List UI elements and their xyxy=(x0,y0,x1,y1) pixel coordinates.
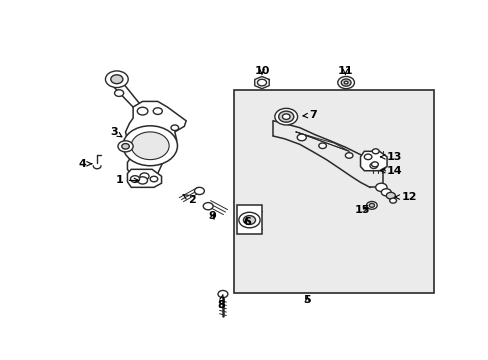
Polygon shape xyxy=(125,102,186,180)
Circle shape xyxy=(218,291,227,298)
Text: 4: 4 xyxy=(78,159,91,169)
Circle shape xyxy=(369,163,377,168)
Polygon shape xyxy=(360,151,386,171)
Bar xyxy=(233,90,433,293)
Circle shape xyxy=(150,176,158,182)
Text: 8: 8 xyxy=(217,294,224,310)
Circle shape xyxy=(386,192,395,199)
Circle shape xyxy=(122,144,129,149)
Circle shape xyxy=(274,108,297,125)
Circle shape xyxy=(318,143,326,149)
Circle shape xyxy=(153,108,162,114)
Text: 13: 13 xyxy=(380,152,402,162)
Circle shape xyxy=(389,198,396,203)
Circle shape xyxy=(371,149,378,154)
Circle shape xyxy=(137,107,147,115)
Circle shape xyxy=(375,183,386,192)
Circle shape xyxy=(122,126,177,166)
Circle shape xyxy=(371,162,378,167)
Circle shape xyxy=(344,81,347,84)
Circle shape xyxy=(278,111,293,122)
Circle shape xyxy=(171,125,178,131)
Circle shape xyxy=(140,173,149,180)
Text: 14: 14 xyxy=(380,166,402,176)
Circle shape xyxy=(238,212,260,228)
Circle shape xyxy=(105,71,128,87)
Text: 5: 5 xyxy=(303,294,311,305)
Circle shape xyxy=(381,189,390,196)
Text: 11: 11 xyxy=(337,66,352,76)
Text: 3: 3 xyxy=(110,127,122,137)
Circle shape xyxy=(131,132,169,159)
Text: 2: 2 xyxy=(183,194,195,205)
Polygon shape xyxy=(127,169,161,187)
Circle shape xyxy=(282,114,289,120)
Circle shape xyxy=(297,134,305,141)
Circle shape xyxy=(257,79,266,86)
Circle shape xyxy=(341,79,350,86)
Circle shape xyxy=(203,203,213,210)
Text: 12: 12 xyxy=(394,192,417,202)
Circle shape xyxy=(243,216,255,225)
Circle shape xyxy=(345,153,352,158)
Circle shape xyxy=(111,75,122,84)
Circle shape xyxy=(118,141,133,152)
Text: 6: 6 xyxy=(243,217,250,227)
Circle shape xyxy=(114,90,123,96)
Circle shape xyxy=(130,176,139,183)
Circle shape xyxy=(138,177,147,184)
Polygon shape xyxy=(110,84,144,111)
Text: 7: 7 xyxy=(303,110,316,120)
Circle shape xyxy=(364,154,371,159)
Circle shape xyxy=(368,203,374,207)
Text: 10: 10 xyxy=(254,66,269,76)
Circle shape xyxy=(337,76,354,89)
Text: 9: 9 xyxy=(208,211,216,221)
Circle shape xyxy=(194,187,204,194)
Text: 15: 15 xyxy=(354,204,369,215)
Text: 1: 1 xyxy=(116,175,138,185)
Bar xyxy=(237,205,262,234)
Circle shape xyxy=(366,202,376,209)
